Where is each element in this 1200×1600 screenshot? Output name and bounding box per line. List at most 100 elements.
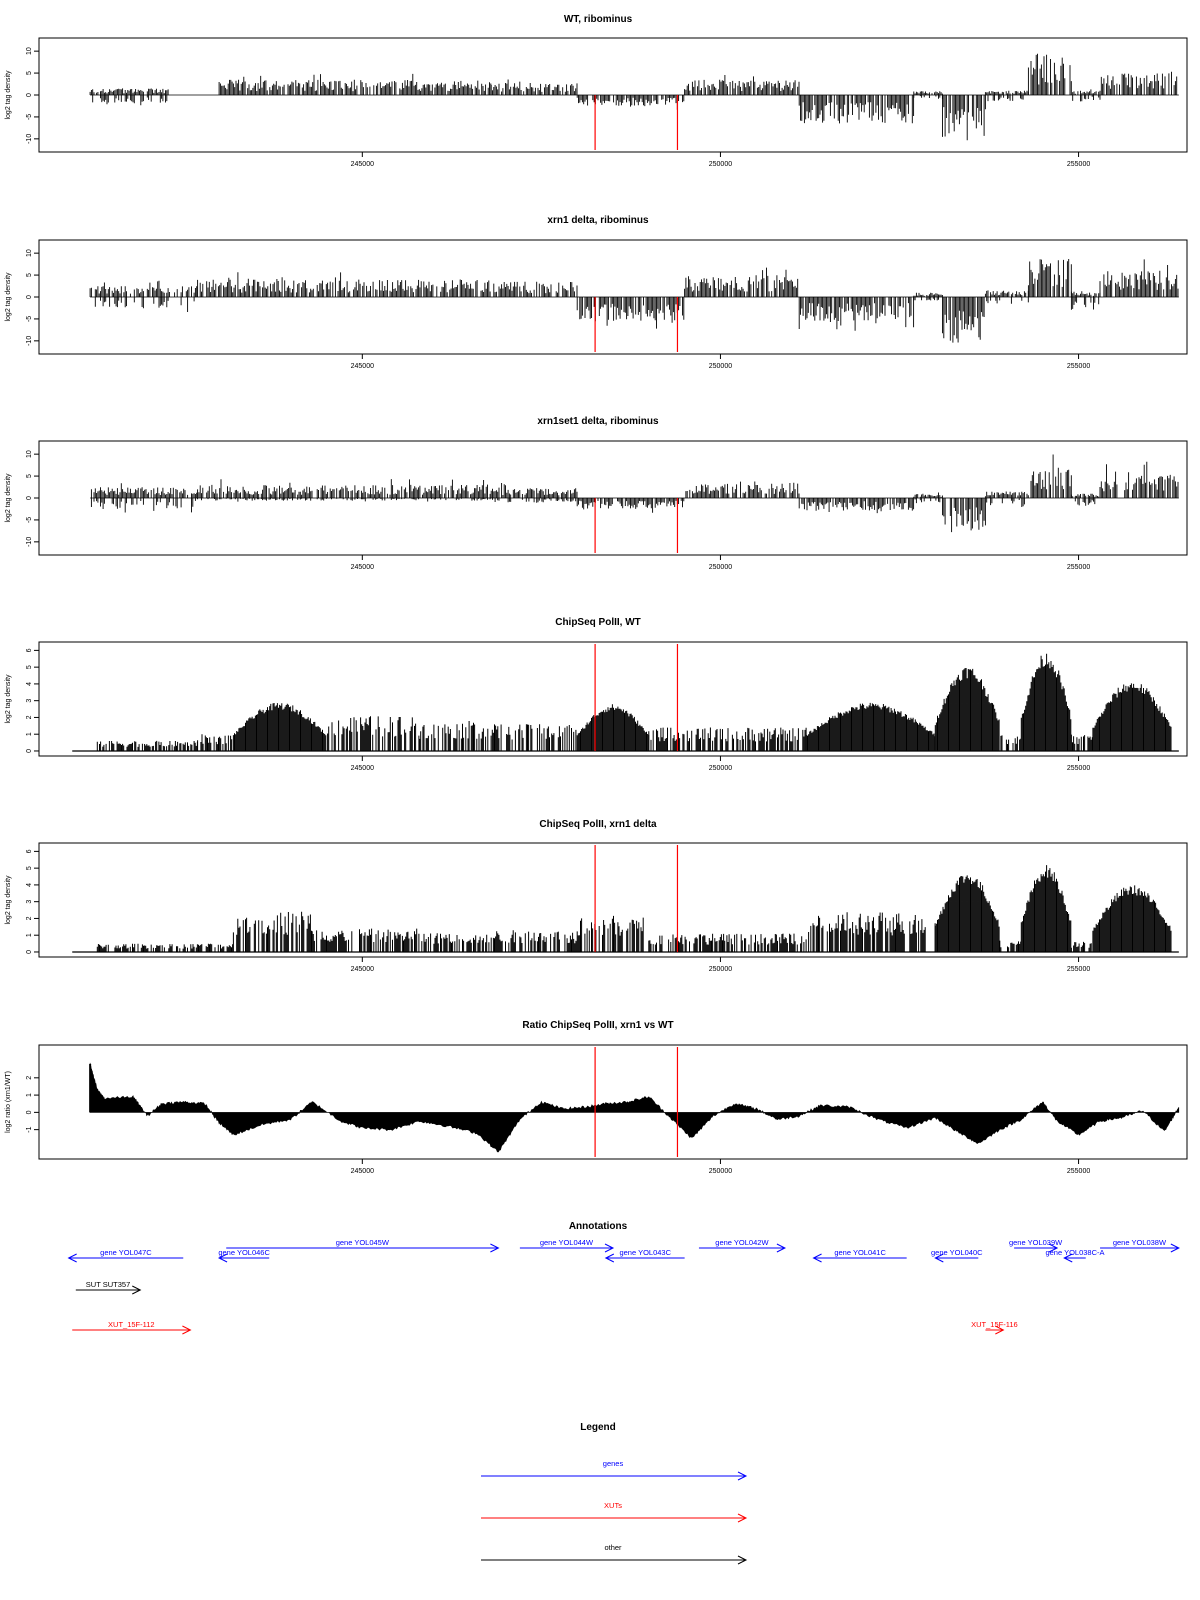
x-tick-label: 255000	[1067, 564, 1090, 571]
chip-peak	[1070, 734, 1093, 751]
chip-peak	[999, 940, 1022, 952]
y-tick-label: 1	[26, 933, 33, 937]
chip-bars	[1020, 653, 1072, 751]
chip-bars	[808, 912, 936, 952]
coverage-segment	[1027, 53, 1072, 95]
coverage-bars	[1070, 493, 1100, 506]
annotation-label: gene YOL045W	[336, 1238, 390, 1247]
coverage-segment	[942, 297, 985, 343]
coverage-bars	[1072, 89, 1101, 102]
x-tick-label: 255000	[1067, 966, 1090, 973]
y-tick-label: 0	[26, 295, 33, 299]
y-axis-label: log2 tag density	[5, 70, 12, 120]
y-axis-label: log2 tag density	[5, 674, 12, 724]
coverage-segment	[89, 88, 169, 106]
coverage-segment	[913, 91, 943, 99]
y-tick-label: 5	[26, 665, 33, 669]
coverage-segment	[984, 491, 1029, 507]
coverage-segment	[197, 272, 491, 297]
y-tick-label: -10	[26, 537, 33, 547]
chip-bars	[311, 928, 420, 952]
chip-bars	[805, 702, 936, 751]
arrow-head	[1063, 1253, 1073, 1263]
x-tick-label: 250000	[709, 765, 732, 772]
y-tick-label: -10	[26, 336, 33, 346]
annotation-item: XUT_15F-116	[971, 1320, 1018, 1335]
coverage-bars	[576, 498, 685, 513]
annotation-label: gene YOL046C	[218, 1248, 270, 1257]
coverage-bars	[942, 95, 986, 141]
coverage-bars	[798, 297, 915, 331]
coverage-bars	[1027, 259, 1072, 297]
panel-title: Ratio ChipSeq PolII, xrn1 vs WT	[522, 1020, 673, 1031]
y-tick-label: 3	[26, 900, 33, 904]
chip-bars	[1070, 734, 1093, 751]
chip-bars	[96, 740, 198, 751]
coverage-segment	[798, 498, 915, 514]
chip-peak	[197, 734, 233, 751]
coverage-segment	[89, 280, 198, 312]
panel-xrn1-ribominus: xrn1 delta, ribominus -10 -5 0 5 10 245000 250…	[5, 215, 1188, 370]
arrow-head	[812, 1253, 822, 1263]
panel-frame	[38, 440, 1188, 556]
chip-bars	[1070, 941, 1092, 952]
chip-peak	[808, 912, 936, 952]
y-tick-label: 5	[26, 71, 33, 75]
x-tick-label: 245000	[351, 765, 374, 772]
chip-peak	[232, 911, 312, 952]
annotation-label: gene YOL039W	[1009, 1238, 1063, 1247]
chip-peak	[934, 875, 1000, 952]
arrow-head	[182, 1325, 192, 1335]
annotation-label: XUT_15F-116	[971, 1320, 1018, 1329]
annotation-label: gene YOL041C	[834, 1248, 886, 1257]
panel-frame	[38, 37, 1188, 153]
coverage-bars	[684, 75, 800, 95]
coverage-bars	[576, 297, 685, 329]
chip-peak	[648, 727, 807, 751]
y-tick-label: 4	[26, 883, 33, 887]
chip-peak	[1092, 885, 1172, 952]
x-tick-label: 245000	[351, 564, 374, 571]
chip-peak	[421, 933, 490, 952]
x-tick-label: 255000	[1067, 161, 1090, 168]
coverage-segment	[684, 267, 799, 297]
y-tick-label: 0	[26, 496, 33, 500]
coverage-bars	[89, 88, 169, 106]
y-tick-label: -5	[26, 316, 33, 322]
coverage-bars	[913, 292, 943, 301]
chip-peak	[327, 716, 420, 751]
arrow-head	[737, 1513, 748, 1523]
coverage-segment	[798, 95, 915, 124]
annotation-item: SUT SUT357	[75, 1280, 142, 1295]
legend-title: Legend	[580, 1422, 616, 1433]
annotation-item: gene YOL046C	[217, 1248, 270, 1263]
panel-chipseq-xrn1: ChipSeq PolII, xrn1 delta 0 1 2 3 4 5 6 245000 2…	[5, 819, 1188, 973]
y-tick-label: 3	[26, 699, 33, 703]
coverage-bars	[218, 73, 492, 95]
y-tick-label: -1	[26, 1126, 33, 1132]
y-tick-label: -5	[26, 114, 33, 120]
panel-title: ChipSeq PolII, WT	[555, 617, 641, 628]
y-tick-label: 0	[26, 950, 33, 954]
panel-marks: 0 1 2 3 4 5 6 245000 250000 255000	[26, 845, 1179, 973]
coverage-bars	[89, 280, 198, 312]
coverage-bars	[90, 483, 198, 513]
chip-bars	[490, 930, 578, 952]
chip-bars	[576, 704, 650, 751]
y-tick-label: 0	[26, 1110, 33, 1114]
x-tick-label: 255000	[1067, 765, 1090, 772]
y-tick-label: 1	[26, 732, 33, 736]
legend-item: XUTs	[481, 1501, 748, 1523]
coverage-bars	[913, 492, 943, 504]
y-tick-label: 2	[26, 1076, 33, 1080]
y-axis-label: log2 tag density	[5, 875, 12, 925]
chip-peak	[1020, 865, 1072, 952]
coverage-segment	[942, 498, 986, 533]
coverage-segment	[984, 90, 1029, 102]
x-tick-label: 250000	[709, 161, 732, 168]
panel-marks: -10 -5 0 5 10 245000 250000 255000	[26, 450, 1179, 571]
y-axis-label: log2 ratio (xrn1/WT)	[5, 1071, 12, 1133]
legend-label: XUTs	[604, 1501, 622, 1510]
y-tick-label: 10	[26, 249, 33, 257]
